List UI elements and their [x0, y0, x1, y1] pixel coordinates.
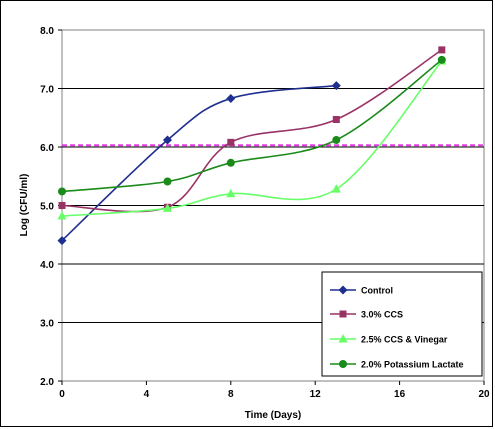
series-line [61, 84, 337, 242]
data-point [57, 211, 67, 220]
data-point [226, 158, 235, 167]
data-point [332, 116, 340, 124]
series-line [61, 60, 443, 217]
y-axis-title: Log (CFU/ml) [19, 174, 30, 237]
legend-label: 3.0% CCS [361, 310, 403, 320]
y-tick-labels: 2.0 3.0 4.0 5.0 6.0 7.0 8.0 [40, 26, 54, 388]
x-tick-label: 16 [394, 389, 406, 400]
data-point [58, 187, 66, 196]
legend-marker [339, 310, 347, 318]
data-point [163, 203, 172, 212]
data-point [331, 81, 341, 91]
x-tick-label: 0 [59, 389, 65, 400]
legend-item: 2.5% CCS & Vinegar [330, 334, 448, 345]
data-point [226, 188, 236, 198]
y-tick-label: 8.0 [40, 26, 54, 37]
legend-item: 3.0% CCS [330, 310, 403, 320]
legend-marker [338, 334, 348, 343]
series-group [57, 46, 447, 246]
series-line [61, 59, 443, 193]
legend: Control 3.0% CCS 2.5% CCS & Vinegar 2.0% Po… [321, 271, 483, 377]
legend-label: 2.5% CCS & Vinegar [361, 335, 448, 345]
data-point [331, 184, 341, 193]
x-tick-label: 12 [310, 389, 322, 400]
legend-marker [338, 285, 348, 295]
data-point [437, 55, 446, 64]
data-point [57, 236, 67, 246]
series-4 [58, 55, 446, 196]
legend-label: Control [361, 286, 393, 296]
data-point [163, 135, 172, 145]
x-tick-label: 8 [228, 389, 234, 400]
legend-marker [339, 360, 347, 368]
data-point [163, 177, 172, 186]
gridlines [58, 29, 485, 385]
data-point [438, 46, 446, 54]
x-axis-title: Time (Days) [245, 410, 302, 421]
data-point [58, 202, 66, 209]
y-tick-label: 2.0 [40, 377, 54, 388]
legend-item: Control [330, 285, 393, 296]
legend-item: 2.0% Potassium Lactate [330, 360, 464, 370]
legend-label: 2.0% Potassium Lactate [361, 360, 464, 370]
series-3 [57, 56, 447, 220]
y-tick-label: 7.0 [40, 85, 54, 96]
data-point [227, 138, 235, 146]
x-tick-label: 4 [144, 389, 150, 400]
x-tick-label: 20 [478, 389, 490, 400]
y-tick-label: 4.0 [40, 260, 54, 271]
y-tick-label: 6.0 [40, 143, 54, 154]
x-tick-labels: 0 4 8 12 16 20 [59, 389, 490, 400]
data-point [226, 93, 236, 103]
y-tick-label: 5.0 [40, 202, 54, 213]
data-point [332, 135, 341, 144]
series-1 [57, 81, 341, 246]
y-tick-label: 3.0 [40, 319, 54, 330]
